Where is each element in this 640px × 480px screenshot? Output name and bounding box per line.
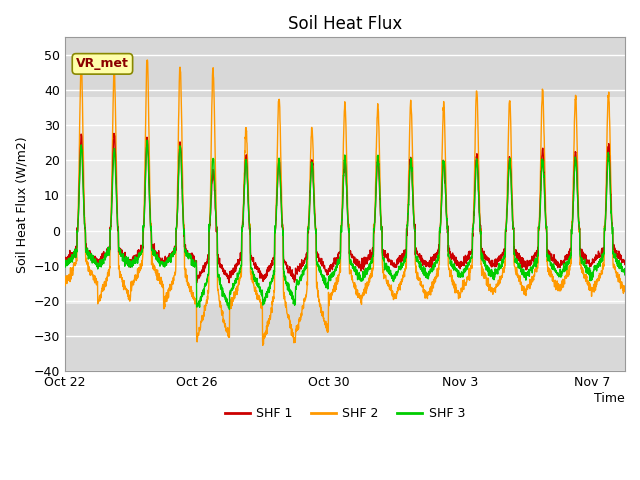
Title: Soil Heat Flux: Soil Heat Flux (288, 15, 402, 33)
Y-axis label: Soil Heat Flux (W/m2): Soil Heat Flux (W/m2) (15, 136, 28, 273)
Bar (65, 97, 625, 304)
Legend: SHF 1, SHF 2, SHF 3: SHF 1, SHF 2, SHF 3 (220, 402, 470, 425)
Text: VR_met: VR_met (76, 58, 129, 71)
X-axis label: Time: Time (595, 392, 625, 405)
